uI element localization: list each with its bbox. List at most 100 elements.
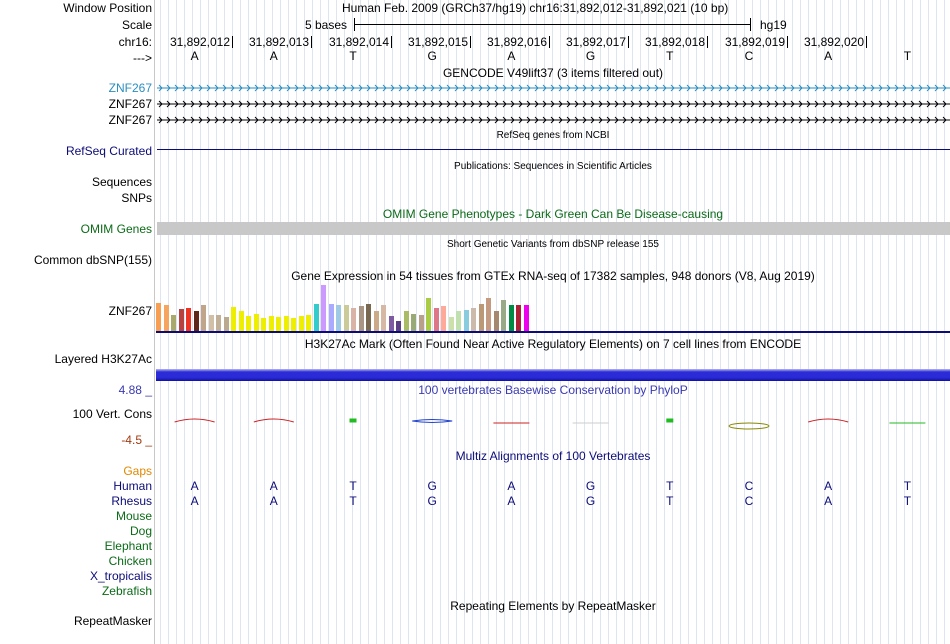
gtex-tissue-bar[interactable] xyxy=(283,316,289,331)
gtex-tissue-bar[interactable] xyxy=(178,309,184,331)
gtex-tissue-bar[interactable] xyxy=(313,304,319,331)
gtex-tissue-bar[interactable] xyxy=(253,314,259,331)
gtex-tissue-bar[interactable] xyxy=(478,304,484,331)
publications-snps-label[interactable]: SNPs xyxy=(121,191,152,205)
gtex-tissue-bar[interactable] xyxy=(231,307,236,331)
gencode-transcript-label[interactable]: ZNF267 xyxy=(108,97,152,111)
gtex-tissue-bar[interactable] xyxy=(306,315,311,331)
gencode-track-title[interactable]: GENCODE V49lift37 (3 items filtered out) xyxy=(442,66,664,80)
multiz-species-label[interactable]: Rhesus xyxy=(111,494,152,508)
h3k27ac-signal-band[interactable] xyxy=(156,369,950,381)
repeatmasker-label[interactable]: RepeatMasker xyxy=(73,614,152,628)
gtex-tissue-bar[interactable] xyxy=(448,317,454,331)
multiz-species-label[interactable]: Dog xyxy=(129,524,152,538)
gtex-tissue-bar[interactable] xyxy=(298,316,304,331)
gtex-tissue-bar[interactable] xyxy=(396,321,401,331)
refseq-track-title[interactable]: RefSeq genes from NCBI xyxy=(496,130,610,141)
h3k27ac-track-title[interactable]: H3K27Ac Mark (Often Found Near Active Re… xyxy=(304,337,802,351)
gtex-tissue-bar[interactable] xyxy=(328,304,334,331)
gtex-tissue-bar[interactable] xyxy=(238,311,244,331)
grid-line xyxy=(304,0,305,644)
gtex-tissue-bar[interactable] xyxy=(456,311,461,331)
gtex-tissue-bar[interactable] xyxy=(261,318,266,331)
gtex-tissue-bar[interactable] xyxy=(471,308,476,331)
gtex-tissue-bar[interactable] xyxy=(201,305,206,331)
ruler-position-label: 31,892,018 xyxy=(644,35,705,49)
publications-track-title[interactable]: Publications: Sequences in Scientific Ar… xyxy=(454,161,652,172)
gencode-transcript-line[interactable] xyxy=(157,84,950,92)
dbsnp-track-title[interactable]: Short Genetic Variants from dbSNP releas… xyxy=(447,239,659,250)
grid-line xyxy=(704,0,705,644)
gtex-tissue-bar[interactable] xyxy=(291,318,296,331)
gtex-tissue-bar[interactable] xyxy=(441,306,446,331)
gtex-tissue-bar[interactable] xyxy=(186,308,191,331)
grid-line xyxy=(568,0,569,644)
gtex-tissue-bar[interactable] xyxy=(373,311,379,331)
gtex-tissue-bar[interactable] xyxy=(351,308,356,331)
multiz-species-label[interactable]: X_tropicalis xyxy=(89,569,152,583)
phylop-label[interactable]: 100 Vert. Cons xyxy=(72,407,152,421)
gtex-tissue-bar[interactable] xyxy=(426,298,431,331)
rhesus-base: A xyxy=(269,494,278,508)
multiz-track-title[interactable]: Multiz Alignments of 100 Vertebrates xyxy=(455,449,651,463)
dbsnp-label[interactable]: Common dbSNP(155) xyxy=(33,253,152,267)
gtex-tissue-bar[interactable] xyxy=(223,317,229,331)
gtex-tissue-bar[interactable] xyxy=(216,315,221,331)
gtex-tissue-bar[interactable] xyxy=(418,315,424,331)
refseq-curated-label[interactable]: RefSeq Curated xyxy=(65,144,152,158)
gtex-tissue-bar[interactable] xyxy=(501,300,506,331)
gtex-tissue-bar[interactable] xyxy=(493,311,499,331)
gtex-tissue-bar[interactable] xyxy=(388,316,394,331)
multiz-species-label[interactable]: Zebrafish xyxy=(101,584,152,598)
gtex-tissue-bar[interactable] xyxy=(276,317,281,331)
gencode-transcript-label[interactable]: ZNF267 xyxy=(108,113,152,127)
gtex-tissue-bar[interactable] xyxy=(336,305,341,331)
multiz-species-label[interactable]: Elephant xyxy=(104,539,152,553)
multiz-species-label[interactable]: Gaps xyxy=(123,464,152,478)
gtex-tissue-bar[interactable] xyxy=(163,305,169,331)
grid-line xyxy=(576,0,577,644)
gtex-tissue-bar[interactable] xyxy=(343,305,349,331)
gtex-tissue-bar[interactable] xyxy=(403,311,409,331)
gtex-tissue-bar[interactable] xyxy=(366,304,371,331)
phylop-track-title[interactable]: 100 vertebrates Basewise Conservation by… xyxy=(418,383,688,397)
gencode-transcript-line[interactable] xyxy=(157,100,950,108)
gtex-tissue-bar[interactable] xyxy=(171,315,176,331)
gtex-tissue-bar[interactable] xyxy=(486,298,491,331)
phylop-conservation-plot[interactable] xyxy=(156,410,950,434)
refseq-gene-line[interactable] xyxy=(157,149,950,150)
gtex-tissue-bar[interactable] xyxy=(508,305,514,331)
multiz-species-label[interactable]: Human xyxy=(113,479,152,493)
gtex-tissue-bar[interactable] xyxy=(433,308,439,331)
gtex-tissue-bar[interactable] xyxy=(523,305,529,331)
gencode-transcript-line[interactable] xyxy=(157,116,950,124)
scale-bar-right-cap xyxy=(750,18,751,31)
gtex-tissue-bar[interactable] xyxy=(156,303,161,331)
multiz-species-label[interactable]: Mouse xyxy=(115,509,152,523)
gtex-tissue-bar[interactable] xyxy=(193,311,199,331)
multiz-species-label[interactable]: Chicken xyxy=(108,554,152,568)
gtex-track-title[interactable]: Gene Expression in 54 tissues from GTEx … xyxy=(291,269,815,283)
h3k27ac-label[interactable]: Layered H3K27Ac xyxy=(54,352,152,366)
repeatmasker-track-title[interactable]: Repeating Elements by RepeatMasker xyxy=(450,599,656,613)
gtex-baseline xyxy=(156,331,950,333)
gencode-transcript-label[interactable]: ZNF267 xyxy=(108,81,152,95)
phylop-score-glyph xyxy=(728,422,770,430)
omim-phenotype-bar[interactable] xyxy=(157,222,950,235)
omim-track-title[interactable]: OMIM Gene Phenotypes - Dark Green Can Be… xyxy=(382,207,724,221)
gtex-tissue-bar[interactable] xyxy=(358,306,364,331)
rhesus-base: A xyxy=(507,494,516,508)
gtex-tissue-bar[interactable] xyxy=(321,285,326,331)
omim-genes-label[interactable]: OMIM Genes xyxy=(80,222,152,236)
grid-line xyxy=(864,0,865,644)
gtex-tissue-bar[interactable] xyxy=(246,316,251,331)
publications-sequences-label[interactable]: Sequences xyxy=(91,175,152,189)
gtex-gene-label[interactable]: ZNF267 xyxy=(108,304,152,318)
gtex-tissue-bar[interactable] xyxy=(381,305,386,331)
gtex-tissue-bar[interactable] xyxy=(268,316,274,331)
grid-line xyxy=(440,0,441,644)
gtex-tissue-bar[interactable] xyxy=(463,310,469,331)
gtex-tissue-bar[interactable] xyxy=(411,314,416,331)
gtex-tissue-bar[interactable] xyxy=(516,305,521,331)
gtex-tissue-bar[interactable] xyxy=(208,315,214,331)
